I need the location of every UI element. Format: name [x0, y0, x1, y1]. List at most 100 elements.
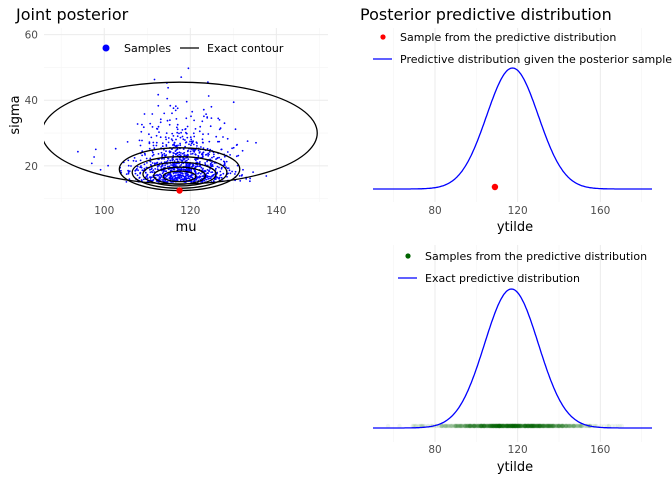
p1-sample-point	[209, 162, 212, 165]
p3-rug-point	[513, 423, 518, 429]
p3-rug-point	[557, 423, 562, 429]
p3-rug-point	[508, 423, 513, 429]
p3-rug-point	[524, 423, 530, 429]
p3-rug-point	[528, 423, 534, 429]
p3-rug-point	[543, 423, 548, 429]
p1-sample-point	[189, 140, 191, 143]
p3-rug-point	[512, 423, 517, 429]
p1-sample-point	[208, 177, 210, 180]
p1-sample-point	[174, 109, 177, 112]
p3-rug-point	[532, 423, 537, 429]
p1-sample-point	[171, 139, 174, 142]
p1-sample-point	[211, 161, 213, 164]
p3-rug-point	[478, 423, 483, 429]
p1-sample-point	[151, 171, 154, 174]
p3-rug-point	[511, 423, 516, 429]
p1-sample-point	[212, 174, 214, 177]
p3-rug-point	[504, 423, 510, 429]
p3-rug-point	[490, 423, 495, 429]
p3-rug-point	[504, 423, 509, 429]
p3-rug-point	[531, 423, 537, 429]
p3-rug-point	[577, 423, 582, 429]
p3-rug-point	[532, 423, 537, 429]
p1-sample-point	[209, 175, 211, 178]
p3-rug-point	[484, 423, 490, 429]
p3-rug-point	[539, 423, 544, 429]
p3-rug-point	[560, 423, 565, 429]
p1-sample-point	[187, 154, 189, 157]
p3-rug-point	[487, 423, 492, 429]
p2-x-axis-title: ytilde	[497, 220, 533, 235]
p2-x-tick-labels: 80 120 160	[428, 205, 610, 217]
p1-sample-point	[184, 145, 187, 148]
p3-rug-point	[537, 423, 542, 429]
p3-rug-point	[484, 423, 489, 429]
p3-rug-point	[463, 423, 468, 429]
p3-rug-point	[555, 423, 560, 429]
p3-rug-point	[503, 423, 508, 429]
p3-rug-point	[534, 423, 539, 429]
p3-rug-point	[460, 423, 465, 429]
p3-rug-point	[497, 423, 502, 429]
p3-rug-point	[511, 423, 516, 429]
p3-rug-point	[571, 423, 576, 429]
p3-rug-point	[505, 423, 511, 429]
p3-rug-point	[455, 423, 460, 429]
p1-sample-point	[198, 172, 200, 174]
p3-rug-point	[438, 423, 444, 429]
p1-sample-point	[181, 178, 184, 181]
p3-rug-point	[519, 423, 524, 429]
p3-rug-point	[527, 423, 532, 429]
p3-rug-point	[539, 423, 545, 429]
p1-sample-point	[176, 128, 179, 131]
p3-rug-point	[572, 423, 577, 429]
p3-rug-point	[535, 423, 540, 429]
p3-rug-point	[530, 423, 535, 429]
p3-rug-point	[515, 423, 520, 429]
p3-rug-point	[510, 423, 515, 429]
p3-rug-point	[473, 423, 479, 429]
p3-rug-point	[515, 423, 520, 429]
p3-rug-point	[495, 423, 500, 429]
p3-rug-point	[545, 423, 550, 429]
p3-rug-point	[516, 423, 521, 429]
p3-rug-point	[510, 423, 516, 429]
p1-sample-point	[194, 159, 197, 162]
p3-rug-point	[541, 423, 546, 429]
p3-rug-point	[527, 423, 533, 429]
p3-rug-point	[523, 423, 528, 429]
p1-sample-point	[132, 159, 135, 162]
p3-rug-point	[559, 423, 564, 429]
p3-rug-point	[507, 423, 512, 429]
p1-sample-point	[180, 159, 183, 162]
p1-sample-point	[183, 154, 186, 157]
p3-rug-point	[513, 423, 518, 429]
p1-sample-point	[192, 165, 194, 168]
p3-rug-point	[563, 423, 568, 429]
p1-sample-point	[222, 172, 225, 175]
p3-rug-point	[472, 423, 477, 429]
p3-rug-point	[496, 423, 501, 429]
p3-rug-point	[539, 423, 544, 429]
p3-rug-point	[480, 423, 485, 429]
p1-sample-point	[246, 140, 249, 143]
p3-rug-point	[496, 423, 501, 429]
p1-sample-point	[127, 169, 129, 172]
p3-rug-point	[516, 423, 521, 429]
p3-rug-point	[495, 423, 501, 429]
p3-rug-point	[536, 423, 542, 429]
p3-rug-point	[499, 423, 504, 429]
p3-rug-point	[494, 423, 499, 429]
p1-sample-point	[186, 125, 189, 128]
p1-sample-point	[187, 149, 189, 152]
p1-sample-point	[201, 153, 204, 156]
p3-rug-point	[538, 423, 543, 429]
p3-rug-point	[469, 423, 474, 429]
p1-sample-point	[204, 170, 207, 173]
p1-sample-point	[195, 172, 197, 175]
p3-rug-point	[486, 423, 491, 429]
p3-rug-point	[530, 423, 535, 429]
p3-rug-point	[494, 423, 499, 429]
p1-sample-point	[172, 107, 175, 110]
p3-rug-point	[560, 423, 565, 429]
